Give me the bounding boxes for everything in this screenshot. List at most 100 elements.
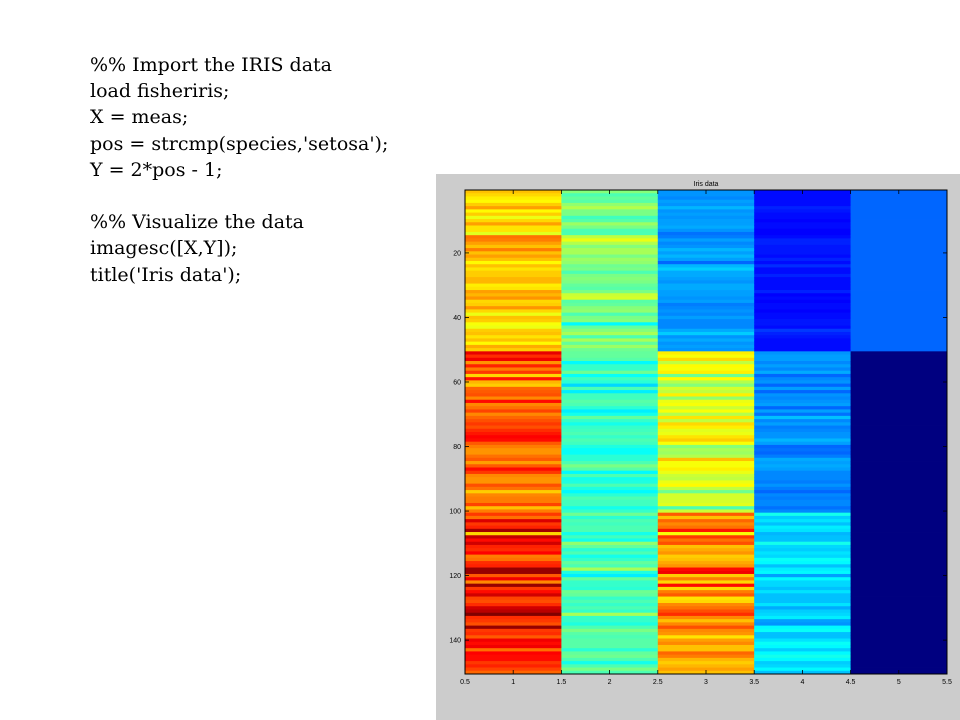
heatmap-cell <box>561 260 659 265</box>
heatmap-cell <box>850 380 948 384</box>
heatmap-cell <box>465 357 562 362</box>
heatmap-cell <box>850 260 948 265</box>
heatmap-cell <box>754 599 851 604</box>
heatmap-cell <box>657 644 755 649</box>
heatmap-cell <box>754 496 851 501</box>
heatmap-cell <box>754 222 851 226</box>
heatmap-cell <box>465 661 562 665</box>
heatmap-cell <box>754 519 851 523</box>
heatmap-cell <box>754 564 851 568</box>
heatmap-cell <box>465 277 562 281</box>
heatmap-cell <box>465 519 562 523</box>
heatmap-cell <box>850 667 948 672</box>
heatmap-cell <box>561 409 659 414</box>
heatmap-cell <box>850 241 948 246</box>
heatmap-cell <box>561 528 659 533</box>
heatmap-cell <box>561 264 659 268</box>
heatmap-cell <box>850 632 948 636</box>
code-line: Y = 2*pos - 1; <box>90 158 223 181</box>
heatmap-cell <box>754 299 851 304</box>
heatmap-cell <box>754 396 851 401</box>
heatmap-cell <box>657 441 755 446</box>
heatmap-cell <box>754 667 851 672</box>
matlab-code-block: %% Import the IRIS data load fisheriris; X… <box>90 52 388 288</box>
heatmap-cell <box>850 641 948 646</box>
heatmap-cell <box>465 309 562 314</box>
heatmap-cell <box>754 425 851 430</box>
heatmap-cell <box>754 467 851 472</box>
heatmap-cell <box>754 219 851 223</box>
heatmap-cell <box>465 209 562 213</box>
heatmap-cell <box>850 270 948 275</box>
heatmap-cell <box>561 577 659 581</box>
heatmap-cell <box>754 593 851 597</box>
heatmap-cell <box>465 528 562 533</box>
heatmap-cell <box>754 654 851 659</box>
heatmap-cell <box>754 302 851 307</box>
heatmap-cell <box>561 567 659 572</box>
heatmap-cell <box>465 325 562 330</box>
heatmap-cell <box>465 525 562 530</box>
code-line <box>90 183 388 209</box>
heatmap-cell <box>657 444 755 449</box>
heatmap-cell <box>850 525 948 530</box>
heatmap-cell <box>754 348 851 352</box>
heatmap-cell <box>561 364 659 368</box>
heatmap-cell <box>657 661 755 665</box>
heatmap-cell <box>754 451 851 455</box>
heatmap-cell <box>850 419 948 423</box>
heatmap-cell <box>561 641 659 646</box>
heatmap-cell <box>657 373 755 378</box>
heatmap-cell <box>754 603 851 607</box>
heatmap-cell <box>561 554 659 559</box>
heatmap-cell <box>657 509 755 514</box>
heatmap-cell <box>850 196 948 201</box>
heatmap-cell <box>850 441 948 446</box>
heatmap-cell <box>850 583 948 588</box>
heatmap-cell <box>850 599 948 604</box>
heatmap-cell <box>850 283 948 288</box>
heatmap-cell <box>657 486 755 491</box>
heatmap-cell <box>850 473 948 478</box>
heatmap-cell <box>754 257 851 262</box>
heatmap-cell <box>465 625 562 630</box>
heatmap-cell <box>850 486 948 491</box>
heatmap-cell <box>850 470 948 475</box>
heatmap-cell <box>754 625 851 630</box>
heatmap-cell <box>465 615 562 620</box>
heatmap-cell <box>850 412 948 417</box>
heatmap-cell <box>561 415 659 420</box>
heatmap-cell <box>850 206 948 210</box>
heatmap-cell <box>561 457 659 462</box>
heatmap-cell <box>850 277 948 281</box>
heatmap-cell <box>561 299 659 304</box>
heatmap-cell <box>657 290 755 294</box>
heatmap-cell <box>850 535 948 539</box>
heatmap-cell <box>465 399 562 404</box>
heatmap-cell <box>657 248 755 252</box>
heatmap-cell <box>657 451 755 455</box>
heatmap-cell <box>561 561 659 565</box>
heatmap-cell <box>657 396 755 401</box>
heatmap-cell <box>465 641 562 646</box>
heatmap-cell <box>465 393 562 397</box>
heatmap-cell <box>465 580 562 585</box>
heatmap-cell <box>657 264 755 268</box>
heatmap-cell <box>850 222 948 226</box>
heatmap-cell <box>657 593 755 597</box>
heatmap-cell <box>657 477 755 481</box>
heatmap-cell <box>465 267 562 272</box>
heatmap-cell <box>754 483 851 488</box>
heatmap-cell <box>657 609 755 614</box>
heatmap-cell <box>561 609 659 614</box>
heatmap-cell <box>754 635 851 639</box>
code-line: X = meas; <box>90 106 189 129</box>
heatmap-cell <box>561 251 659 255</box>
heatmap-cell <box>465 590 562 594</box>
heatmap-cell <box>657 377 755 381</box>
heatmap-cell <box>657 532 755 536</box>
heatmap-cell <box>754 661 851 665</box>
heatmap-cell <box>850 231 948 236</box>
heatmap-cell <box>465 567 562 572</box>
heatmap-cell <box>850 299 948 304</box>
